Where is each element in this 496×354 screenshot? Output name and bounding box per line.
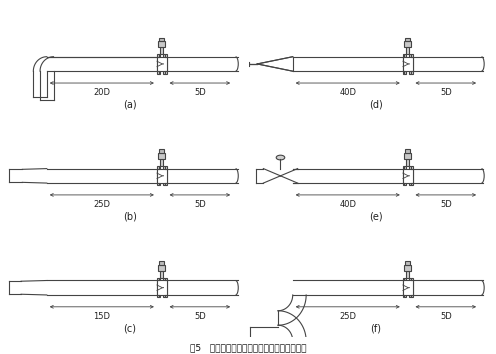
Bar xyxy=(159,149,164,153)
Bar xyxy=(157,55,159,74)
Ellipse shape xyxy=(276,155,285,160)
Bar xyxy=(163,278,165,297)
Bar xyxy=(409,166,411,185)
Bar xyxy=(404,41,411,47)
Text: (f): (f) xyxy=(371,323,381,333)
Text: 5D: 5D xyxy=(440,200,452,209)
Bar xyxy=(158,265,165,271)
Bar xyxy=(404,166,406,185)
Bar xyxy=(158,41,165,47)
Text: (c): (c) xyxy=(124,323,136,333)
Bar xyxy=(158,153,165,159)
Bar xyxy=(160,271,163,278)
Bar xyxy=(165,55,167,74)
Text: 15D: 15D xyxy=(93,312,110,320)
Bar xyxy=(405,261,410,265)
Text: 5D: 5D xyxy=(194,88,206,97)
Bar xyxy=(165,278,167,297)
Bar xyxy=(403,169,413,183)
Text: 20D: 20D xyxy=(93,88,110,97)
Text: (b): (b) xyxy=(123,211,137,221)
Bar xyxy=(406,47,409,55)
Bar xyxy=(403,278,404,297)
Bar xyxy=(404,278,406,297)
Text: 图5   涡街流量计对上、下游直管段长度的要求: 图5 涡街流量计对上、下游直管段长度的要求 xyxy=(190,343,306,352)
Bar xyxy=(405,149,410,153)
Bar xyxy=(405,38,410,41)
Text: 5D: 5D xyxy=(194,312,206,320)
Text: 40D: 40D xyxy=(339,88,356,97)
Bar xyxy=(159,55,160,74)
Bar xyxy=(406,271,409,278)
Text: (d): (d) xyxy=(369,99,383,109)
Bar xyxy=(157,280,167,295)
Bar xyxy=(157,278,159,297)
Bar xyxy=(159,261,164,265)
Bar xyxy=(159,38,164,41)
Bar xyxy=(403,57,413,71)
Bar xyxy=(411,55,413,74)
Bar xyxy=(159,166,160,185)
Bar xyxy=(403,166,404,185)
Bar xyxy=(411,166,413,185)
Bar xyxy=(409,55,411,74)
Bar xyxy=(165,166,167,185)
Bar xyxy=(160,159,163,166)
Text: 40D: 40D xyxy=(339,200,356,209)
Bar xyxy=(403,55,404,74)
Text: (e): (e) xyxy=(369,211,382,221)
Bar xyxy=(163,55,165,74)
Text: 5D: 5D xyxy=(194,200,206,209)
Bar xyxy=(409,278,411,297)
Polygon shape xyxy=(248,57,293,71)
Bar xyxy=(411,278,413,297)
Bar xyxy=(404,265,411,271)
Bar xyxy=(404,153,411,159)
Text: 25D: 25D xyxy=(339,312,356,320)
Text: (a): (a) xyxy=(123,99,137,109)
Text: 25D: 25D xyxy=(93,200,110,209)
Bar xyxy=(163,166,165,185)
Bar xyxy=(404,55,406,74)
Bar xyxy=(159,278,160,297)
Bar xyxy=(157,166,159,185)
Bar xyxy=(403,280,413,295)
Bar xyxy=(157,57,167,71)
Bar xyxy=(160,47,163,55)
Bar xyxy=(406,159,409,166)
Text: 5D: 5D xyxy=(440,88,452,97)
Bar xyxy=(157,169,167,183)
Text: 5D: 5D xyxy=(440,312,452,320)
